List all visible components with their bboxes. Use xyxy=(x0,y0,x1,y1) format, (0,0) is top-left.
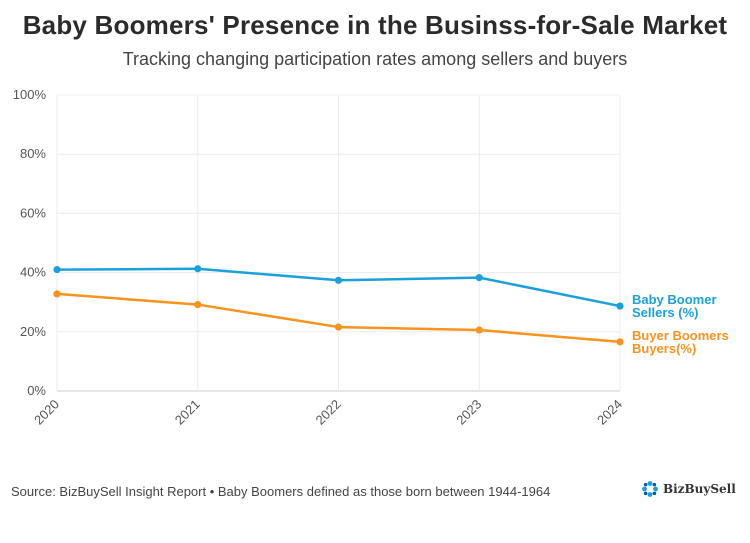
y-tick-label: 60% xyxy=(20,205,46,220)
logo-text: BizBuySell xyxy=(663,482,736,496)
data-point xyxy=(334,276,343,284)
bizbuysell-logo-icon xyxy=(642,481,658,497)
x-tick-label: 2022 xyxy=(313,397,344,428)
logo-dot xyxy=(643,482,648,487)
logo-dot xyxy=(647,492,653,497)
x-tick-label: 2021 xyxy=(172,397,203,428)
series-layer xyxy=(53,265,624,346)
logo-dot xyxy=(647,481,653,486)
x-tick-label: 2023 xyxy=(453,397,484,428)
series-label-line1: Baby Boomer xyxy=(632,292,717,307)
data-point xyxy=(194,265,202,273)
source-note: Source: BizBuySell Insight Report • Baby… xyxy=(11,484,551,499)
y-tick-label: 0% xyxy=(27,383,46,398)
data-point xyxy=(53,266,61,274)
logo-dot xyxy=(642,486,647,492)
series-label-line2: Buyers(%) xyxy=(632,341,696,356)
x-tick-label: 2020 xyxy=(31,397,62,428)
x-tick-label: 2024 xyxy=(594,397,625,428)
y-tick-label: 100% xyxy=(13,87,47,102)
logo-dot xyxy=(652,482,657,487)
axis-layer: 0% 20% 40% 60% 80% 100% 2020 2021 2022 2023 2024 xyxy=(13,87,625,428)
series-label-line2: Sellers (%) xyxy=(632,305,698,320)
data-point xyxy=(53,290,61,298)
chart-subtitle: Tracking changing participation rates am… xyxy=(122,49,628,69)
chart-title: Baby Boomers' Presence in the Businss-fo… xyxy=(22,10,728,40)
data-point xyxy=(475,326,483,334)
y-tick-label: 80% xyxy=(20,146,46,161)
y-tick-label: 40% xyxy=(20,265,46,280)
y-tick-label: 20% xyxy=(20,324,46,339)
data-point xyxy=(334,323,343,331)
bizbuysell-logo[interactable]: BizBuySell xyxy=(641,480,736,498)
grid-layer xyxy=(56,94,621,392)
logo-dot xyxy=(653,486,658,492)
data-point xyxy=(194,300,202,309)
line-chart: 0% 20% 40% 60% 80% 100% 2020 2021 2022 2023 2024 B… xyxy=(13,87,729,428)
logo-dot xyxy=(643,491,648,496)
data-point xyxy=(475,274,483,282)
logo-dot xyxy=(652,491,657,496)
series-label-line1: Buyer Boomers xyxy=(632,328,729,343)
data-point xyxy=(616,302,624,310)
data-point xyxy=(616,338,624,346)
